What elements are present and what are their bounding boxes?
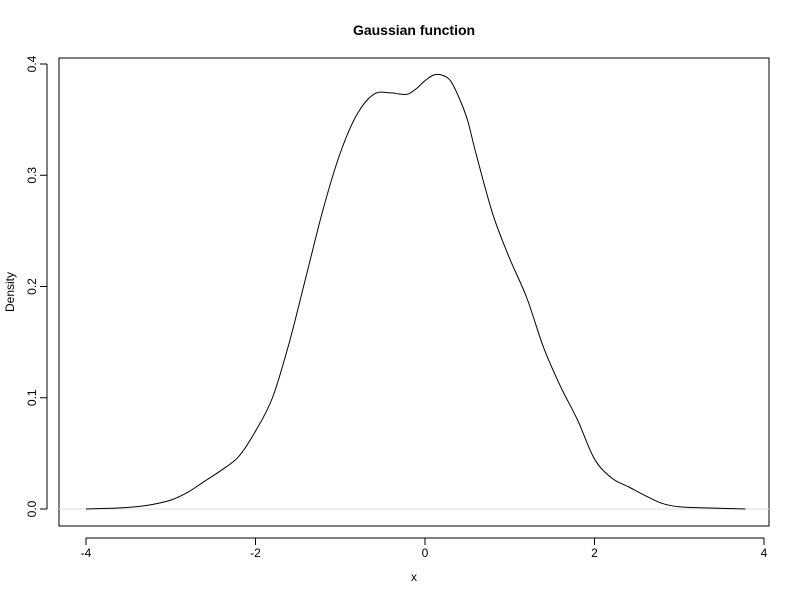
y-tick-label: 0.0 [25,500,39,517]
y-tick-label: 0.1 [25,389,39,406]
chart-title: Gaussian function [353,22,475,38]
y-tick-label: 0.3 [25,167,39,184]
density-curve [85,73,746,510]
x-tick-label: -2 [250,546,261,560]
y-tick-label: 0.4 [25,55,39,72]
y-tick-label: 0.2 [25,278,39,295]
plot-box [58,57,770,527]
y-axis-label: Density [3,272,17,312]
x-tick-label: 2 [591,546,598,560]
x-tick-label: -4 [81,546,92,560]
plot-area [58,57,770,527]
x-tick-label: 0 [422,546,429,560]
x-axis: -4 -2 0 2 4 [81,537,768,560]
y-axis: 0.0 0.1 0.2 0.3 0.4 [25,55,48,517]
x-axis-label: x [411,570,417,584]
x-tick-label: 4 [761,546,768,560]
